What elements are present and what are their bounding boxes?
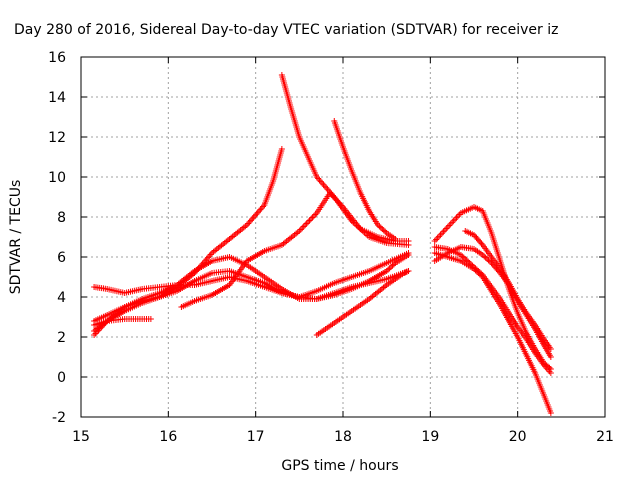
data-point [405, 268, 412, 274]
data-point [385, 266, 392, 273]
data-point [465, 258, 472, 265]
data-point [473, 266, 480, 273]
data-point [374, 222, 381, 228]
y-tick-label: 10 [48, 170, 66, 186]
data-point [380, 227, 387, 234]
y-tick-label: 8 [57, 210, 66, 226]
y-tick-label: 16 [48, 50, 66, 66]
data-series [278, 72, 412, 248]
y-tick-label: 6 [57, 250, 66, 266]
data-point [466, 260, 473, 266]
data-point [469, 262, 476, 269]
x-tick-label: 19 [421, 429, 439, 445]
data-point [478, 240, 485, 247]
data-point [475, 268, 482, 274]
x-tick-label: 15 [72, 429, 90, 445]
data-point [405, 242, 412, 248]
data-point [479, 252, 486, 258]
data-point [484, 256, 491, 262]
chart-title: Day 280 of 2016, Sidereal Day-to-day VTE… [14, 22, 558, 38]
axis-ticks: 15 16 17 18 19 20 21 -2 0 2 4 6 8 10 12 14 16 [48, 50, 614, 445]
data-point [463, 257, 470, 264]
data-point [390, 261, 397, 268]
data-point [401, 270, 408, 276]
data-point [457, 252, 464, 258]
data-point [468, 261, 475, 268]
y-tick-label: 14 [48, 90, 66, 106]
data-point [389, 262, 396, 269]
data-point [382, 228, 389, 235]
y-tick-label: 0 [57, 370, 66, 386]
data-series [431, 244, 554, 376]
data-series [331, 118, 399, 242]
data-point [379, 226, 386, 232]
data-point [547, 354, 554, 360]
data-series [91, 252, 412, 324]
x-tick-label: 17 [247, 429, 265, 445]
data-point [402, 269, 409, 276]
x-tick-label: 20 [509, 429, 527, 445]
data-point [547, 410, 554, 416]
data-points [91, 72, 554, 416]
y-tick-label: 2 [57, 330, 66, 346]
y-tick-label: 12 [48, 130, 66, 146]
data-point [147, 316, 154, 322]
data-point [487, 258, 494, 265]
data-point [405, 252, 412, 258]
data-point [476, 269, 483, 276]
y-tick-label: -2 [52, 410, 66, 426]
x-axis-label: GPS time / hours [281, 458, 398, 474]
data-point [377, 224, 384, 231]
data-point [547, 346, 554, 352]
plot-frame [80, 56, 606, 418]
data-point [478, 270, 485, 277]
x-tick-label: 21 [596, 429, 614, 445]
data-point [471, 264, 477, 270]
data-point [383, 268, 390, 274]
data-point [547, 370, 554, 376]
data-point [462, 256, 469, 262]
y-axis-label: SDTVAR / TECUs [8, 180, 24, 295]
data-point [485, 257, 492, 264]
x-tick-label: 16 [159, 429, 177, 445]
data-point [386, 265, 393, 272]
x-tick-label: 18 [334, 429, 352, 445]
data-point [459, 253, 466, 260]
data-series [462, 228, 554, 352]
data-point [482, 254, 489, 261]
data-point [392, 236, 399, 242]
data-point [376, 223, 383, 230]
data-series [91, 146, 285, 338]
data-point [460, 254, 467, 261]
data-point [278, 146, 285, 152]
data-point [481, 253, 488, 260]
y-tick-label: 4 [57, 290, 66, 306]
data-point [404, 268, 411, 275]
data-point [472, 265, 479, 272]
data-point [388, 264, 395, 270]
data-series [313, 268, 412, 338]
